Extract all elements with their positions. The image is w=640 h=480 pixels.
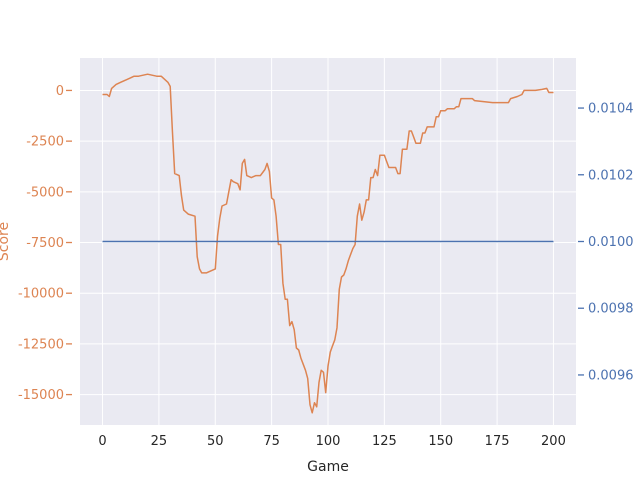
x-tick-label: 150 xyxy=(428,434,453,449)
y-left-tick-label: -5000 xyxy=(26,185,64,200)
y-left-tick-label: -7500 xyxy=(26,236,64,251)
y-right-tick-label: 0.0104 xyxy=(588,102,634,117)
y-left-tick-label: -15000 xyxy=(18,388,64,403)
x-tick-label: 200 xyxy=(541,434,566,449)
x-tick-label: 25 xyxy=(151,434,168,449)
x-tick-label: 50 xyxy=(207,434,224,449)
x-tick-label: 175 xyxy=(485,434,510,449)
x-axis-label: Game xyxy=(307,459,349,475)
score-series-line xyxy=(102,73,554,414)
y-right-tick-label: 0.0100 xyxy=(588,235,634,250)
y-axis-label: Score xyxy=(0,222,12,261)
series-lines xyxy=(102,73,554,414)
x-tick-label: 0 xyxy=(98,434,106,449)
y-left-tick-label: -12500 xyxy=(18,337,64,352)
ticks: 0 25 50 75 100 125 150 175 200 0 -2500 -5000 -7500 -1… xyxy=(18,84,634,449)
x-tick-label: 125 xyxy=(372,434,397,449)
y-left-tick-label: -10000 xyxy=(18,287,64,302)
y-right-tick-label: 0.0098 xyxy=(588,302,634,317)
grid xyxy=(80,58,576,425)
y-right-tick-label: 0.0096 xyxy=(588,368,634,383)
y-right-tick-label: 0.0102 xyxy=(588,168,634,183)
y-left-tick-label: -2500 xyxy=(26,135,64,150)
x-tick-label: 75 xyxy=(263,434,280,449)
x-tick-label: 100 xyxy=(316,434,341,449)
y-left-tick-label: 0 xyxy=(56,84,64,99)
